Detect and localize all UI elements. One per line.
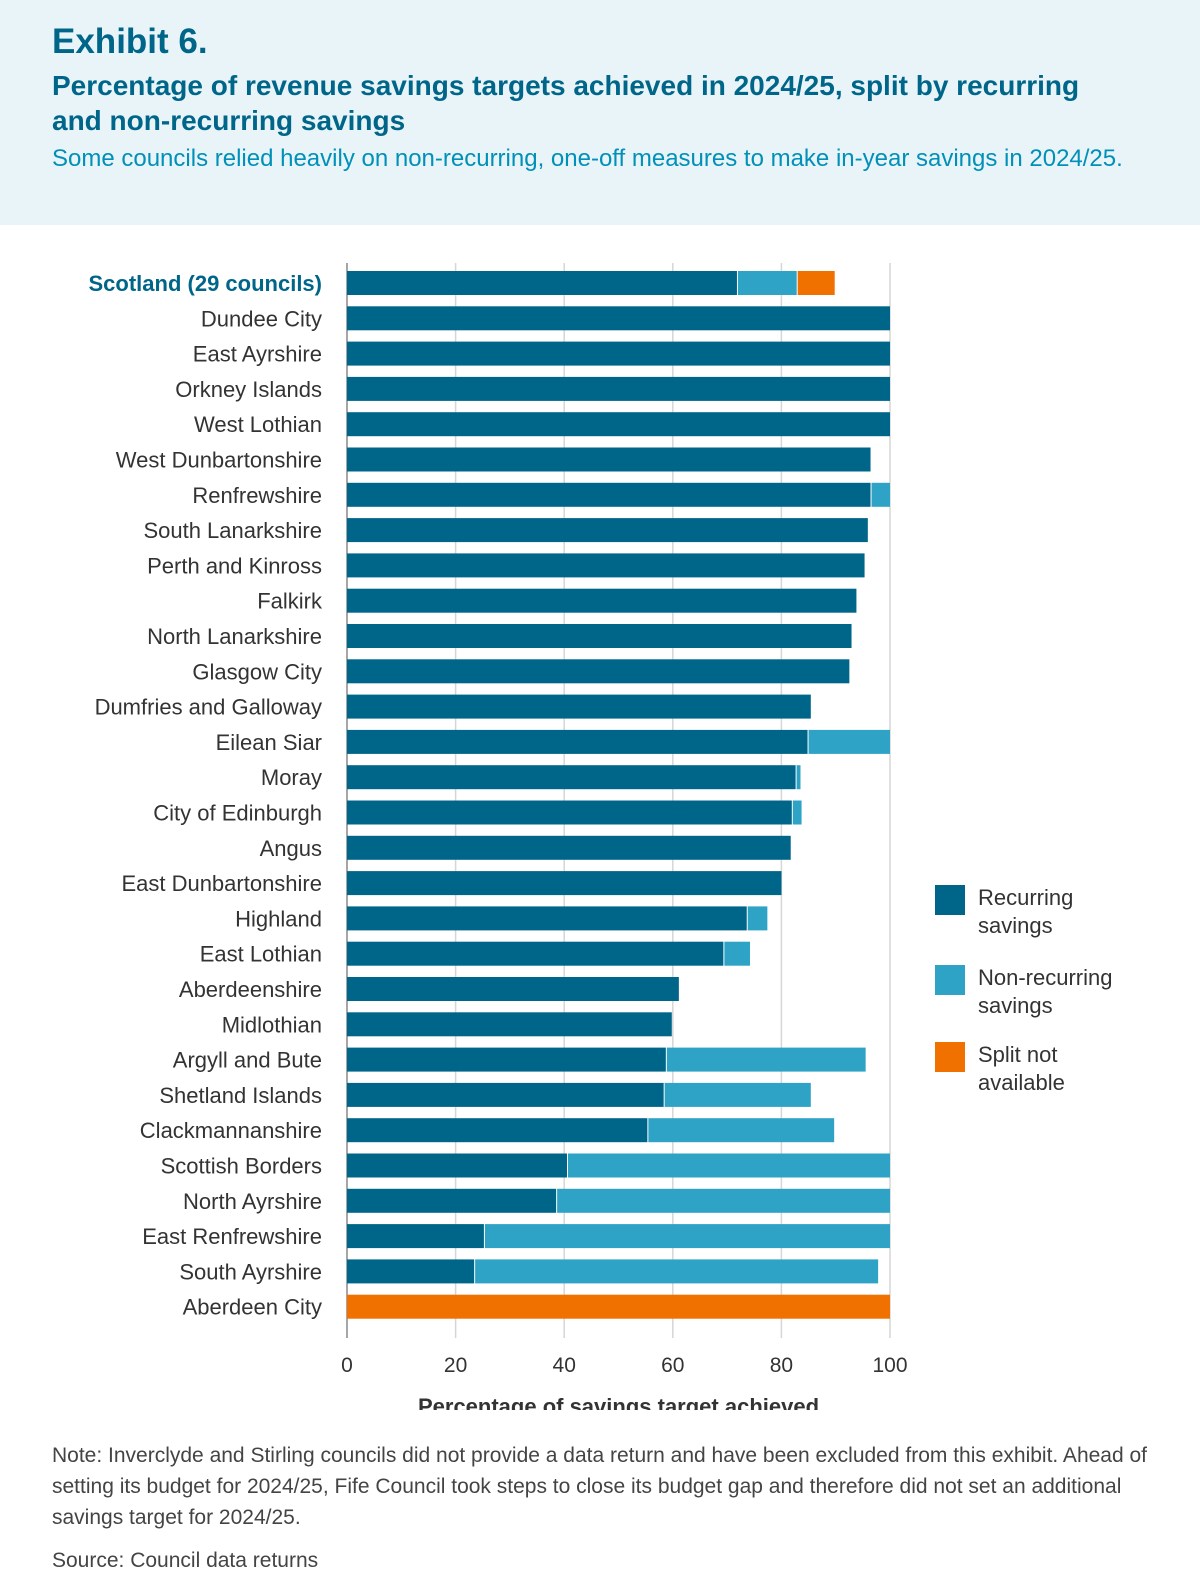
category-label: Angus xyxy=(260,836,322,861)
bar-recurring xyxy=(347,518,868,543)
category-label: City of Edinburgh xyxy=(153,801,322,826)
bar-recurring xyxy=(347,376,890,401)
x-tick-label: 100 xyxy=(872,1354,907,1377)
bar-non_recurring xyxy=(568,1153,890,1178)
legend-swatch-recurring xyxy=(935,885,965,915)
legend-label: savings xyxy=(978,913,1053,938)
footnote: Note: Inverclyde and Stirling councils d… xyxy=(52,1444,1148,1529)
chart-subtitle: Some councils relied heavily on non-recu… xyxy=(52,145,1123,172)
legend-swatch-split_na xyxy=(935,1042,965,1072)
category-label: Highland xyxy=(235,906,322,931)
category-label: Glasgow City xyxy=(192,659,322,684)
bar-recurring xyxy=(347,800,792,825)
bar-recurring xyxy=(347,694,811,719)
category-label: Aberdeenshire xyxy=(179,977,322,1002)
bar-recurring xyxy=(347,1118,648,1143)
legend-swatch-non_recurring xyxy=(935,965,965,995)
category-label: Clackmannanshire xyxy=(140,1118,322,1143)
bar-recurring xyxy=(347,306,890,331)
category-label: West Lothian xyxy=(194,412,322,437)
bar-recurring xyxy=(347,835,791,860)
bar-non_recurring xyxy=(484,1224,890,1249)
category-label: South Ayrshire xyxy=(179,1259,322,1284)
bar-recurring xyxy=(347,1153,568,1178)
bar-recurring xyxy=(347,341,890,366)
bar-recurring xyxy=(347,1224,484,1249)
category-label: North Lanarkshire xyxy=(147,624,322,649)
x-tick-label: 60 xyxy=(661,1354,684,1377)
bar-recurring xyxy=(347,1012,672,1037)
bar-recurring xyxy=(347,871,782,896)
category-label: Scottish Borders xyxy=(161,1154,322,1179)
bar-recurring xyxy=(347,941,724,966)
bar-recurring xyxy=(347,906,747,931)
bar-non_recurring xyxy=(747,906,768,931)
bar-recurring xyxy=(347,659,850,684)
category-label: East Lothian xyxy=(200,942,322,967)
bar-non_recurring xyxy=(871,482,890,507)
bar-non_recurring xyxy=(808,729,890,754)
bar-non_recurring xyxy=(737,271,797,295)
bar-recurring xyxy=(347,624,852,648)
bar-non_recurring xyxy=(475,1259,879,1284)
x-tick-label: 40 xyxy=(553,1354,576,1377)
legend-label: Split not xyxy=(978,1042,1058,1067)
category-label: East Renfrewshire xyxy=(142,1224,322,1249)
bar-recurring xyxy=(347,729,808,754)
source: Source: Council data returns xyxy=(52,1549,319,1572)
bar-chart: 0 20 40 60 80 100 Percentage of savings target… xyxy=(89,263,1113,1410)
bar-recurring xyxy=(347,765,796,790)
bar-non_recurring xyxy=(724,941,750,966)
header-band: Exhibit 6. Percentage of revenue savings… xyxy=(0,0,1200,225)
bar-non_recurring xyxy=(557,1188,890,1213)
category-label: Shetland Islands xyxy=(159,1083,322,1108)
category-label: Perth and Kinross xyxy=(147,553,322,578)
bar-recurring xyxy=(347,271,737,295)
bar-split_na xyxy=(347,1294,890,1319)
bar-non_recurring xyxy=(664,1082,811,1107)
bar-non_recurring xyxy=(792,800,802,825)
exhibit-number: Exhibit 6. xyxy=(52,22,208,61)
legend-label: Non-recurring xyxy=(978,965,1113,990)
bar-non_recurring xyxy=(648,1118,835,1143)
category-label: Moray xyxy=(261,765,322,790)
category-label: East Ayrshire xyxy=(193,342,322,367)
category-label: Dundee City xyxy=(201,306,322,331)
category-label: West Dunbartonshire xyxy=(116,448,322,473)
bar-recurring xyxy=(347,1259,475,1284)
x-tick-label: 0 xyxy=(341,1354,353,1377)
bar-recurring xyxy=(347,1188,557,1213)
bar-recurring xyxy=(347,482,871,507)
category-label: North Ayrshire xyxy=(183,1189,322,1214)
category-label: Falkirk xyxy=(257,589,323,614)
category-label: Midlothian xyxy=(222,1012,322,1037)
bar-recurring xyxy=(347,447,871,472)
category-label: Orkney Islands xyxy=(175,377,322,402)
bar-recurring xyxy=(347,1047,666,1072)
category-label: South Lanarkshire xyxy=(143,518,322,543)
category-label: Aberdeen City xyxy=(183,1295,322,1320)
legend-label: available xyxy=(978,1070,1065,1095)
category-label: Renfrewshire xyxy=(192,483,322,508)
bar-split_na xyxy=(797,271,835,295)
x-tick-label: 80 xyxy=(770,1354,793,1377)
bar-recurring xyxy=(347,412,890,437)
category-label: Eilean Siar xyxy=(216,730,322,755)
bar-recurring xyxy=(347,977,679,1001)
category-label: Dumfries and Galloway xyxy=(95,695,322,720)
category-label: Scotland (29 councils) xyxy=(89,271,323,296)
bar-recurring xyxy=(347,1082,664,1107)
x-axis-label: Percentage of savings target achieved xyxy=(418,1394,819,1410)
category-label: Argyll and Bute xyxy=(173,1048,322,1073)
category-label: East Dunbartonshire xyxy=(121,871,322,896)
bar-non_recurring xyxy=(666,1047,866,1072)
x-tick-label: 20 xyxy=(444,1354,467,1377)
legend-label: savings xyxy=(978,993,1053,1018)
legend-label: Recurring xyxy=(978,885,1073,910)
bar-non_recurring xyxy=(796,765,801,790)
bar-recurring xyxy=(347,588,857,613)
chart-title: Percentage of revenue savings targets ac… xyxy=(52,70,1080,136)
bar-recurring xyxy=(347,553,865,578)
